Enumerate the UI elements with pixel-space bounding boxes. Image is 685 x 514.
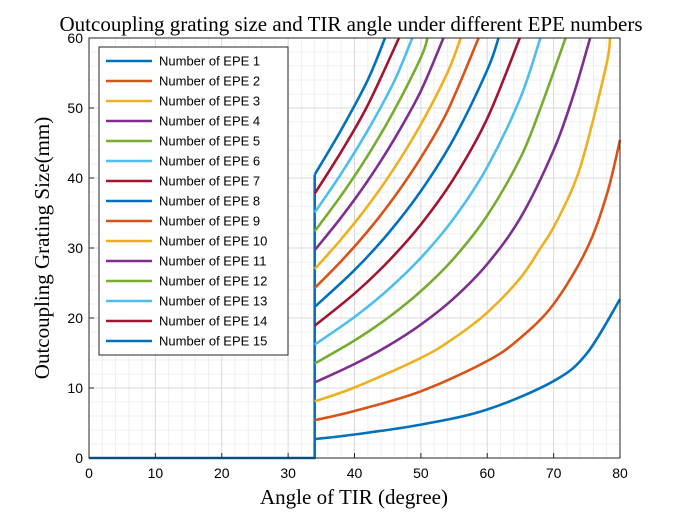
series-line-epe-5 [314,37,567,365]
legend-label: Number of EPE 14 [159,314,267,329]
y-tick-label: 60 [67,30,83,46]
y-tick-label: 20 [67,310,83,326]
y-tick-label: 0 [75,450,83,466]
series-line-epe-13 [313,37,414,214]
x-tick-label: 50 [413,465,429,481]
x-tick-label: 70 [546,465,562,481]
legend-label: Number of EPE 6 [159,154,260,169]
x-tick-label: 0 [85,465,93,481]
legend-label: Number of EPE 9 [159,214,260,229]
y-tick-label: 30 [67,240,83,256]
legend-label: Number of EPE 13 [159,294,267,309]
series-line-epe-11 [313,37,445,252]
y-tick-label: 40 [67,170,83,186]
series-line-epe-7 [313,37,521,327]
y-axis: 0 10 20 30 40 50 60 [67,30,94,466]
series-line-epe-15 [313,37,387,176]
legend-label: Number of EPE 15 [159,334,267,349]
x-tick-label: 20 [214,465,230,481]
series-line-epe-6 [313,37,542,346]
series-line-epe-4 [314,37,592,384]
legend-label: Number of EPE 8 [159,194,260,209]
series-line-epe-12 [313,37,429,233]
x-tick-label: 10 [148,465,164,481]
y-tick-label: 10 [67,380,83,396]
legend-label: Number of EPE 7 [159,174,260,189]
y-tick-label: 50 [67,100,83,116]
legend-label: Number of EPE 5 [159,134,260,149]
x-tick-label: 60 [479,465,495,481]
series-line-epe-2 [314,139,622,422]
series-line-epe-10 [313,37,462,271]
chart-title: Outcoupling grating size and TIR angle u… [60,12,643,36]
series-line-epe-9 [313,37,480,289]
legend-label: Number of EPE 3 [159,94,260,109]
legend-label: Number of EPE 1 [159,54,260,69]
legend-label: Number of EPE 11 [159,254,266,269]
legend-label: Number of EPE 2 [159,74,260,89]
series-line-epe-14 [313,37,401,195]
legend: Number of EPE 1 Number of EPE 2 Number of … [98,46,289,356]
x-axis: 0 10 20 30 40 50 60 70 80 [85,453,628,481]
legend-label: Number of EPE 10 [159,234,267,249]
y-axis-label: Outcoupling Grating Size(mm) [30,117,54,379]
x-tick-label: 40 [347,465,363,481]
series-line-epe-3 [314,37,612,403]
x-axis-label: Angle of TIR (degree) [260,485,448,509]
legend-label: Number of EPE 4 [159,114,260,129]
x-tick-label: 30 [280,465,296,481]
legend-label: Number of EPE 12 [159,274,267,289]
x-tick-label: 80 [612,465,628,481]
series-line-epe-8 [313,37,500,308]
series-group [89,37,622,460]
